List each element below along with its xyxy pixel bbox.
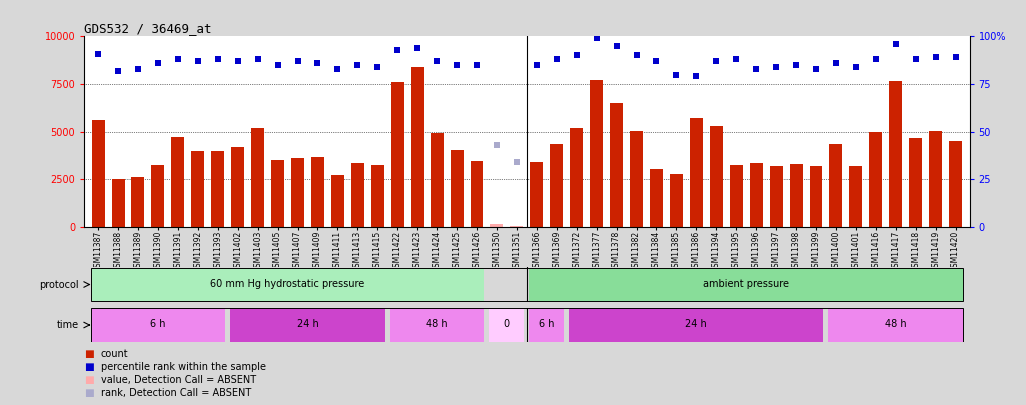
Bar [710,126,722,227]
Bar [729,165,743,227]
Text: 24 h: 24 h [685,319,707,329]
Bar [790,164,802,227]
Bar [112,179,124,227]
Text: 24 h: 24 h [297,319,318,329]
Bar [410,67,424,227]
Text: 6 h: 6 h [150,319,165,329]
Text: 0: 0 [504,319,510,329]
Text: 6 h: 6 h [539,319,554,329]
Bar [670,173,683,227]
Text: ■: ■ [84,362,94,372]
Bar [490,224,504,227]
Text: GDS532 / 36469_at: GDS532 / 36469_at [84,22,211,35]
Text: ambient pressure: ambient pressure [703,279,789,289]
Bar [351,163,364,227]
Bar [311,157,324,227]
Text: percentile rank within the sample: percentile rank within the sample [101,362,266,372]
Bar [770,166,783,227]
Bar [829,144,842,227]
Text: rank, Detection Call = ABSENT: rank, Detection Call = ABSENT [101,388,250,398]
Bar [590,80,603,227]
Bar [171,137,185,227]
Bar [391,82,403,227]
Bar [251,128,264,227]
Bar [211,151,225,227]
Text: 60 mm Hg hydrostatic pressure: 60 mm Hg hydrostatic pressure [210,279,364,289]
Text: 48 h: 48 h [426,319,448,329]
Bar [850,166,863,227]
Bar [949,141,962,227]
Bar [630,131,643,227]
Text: value, Detection Call = ABSENT: value, Detection Call = ABSENT [101,375,255,385]
Bar [550,144,563,227]
Bar [530,162,544,227]
Bar [610,103,623,227]
Bar [471,161,483,227]
Bar [231,147,244,227]
Bar [131,177,145,227]
Bar [90,309,226,341]
Text: time: time [56,320,79,330]
Bar [152,165,164,227]
Text: 48 h: 48 h [885,319,907,329]
Bar [529,309,564,341]
Bar [431,132,443,227]
Bar [370,165,384,227]
Text: ■: ■ [84,375,94,385]
Bar [689,118,703,227]
Text: count: count [101,350,128,359]
Bar [331,175,344,227]
Bar [529,268,963,301]
Bar [890,81,902,227]
Text: ■: ■ [84,388,94,398]
Bar [390,309,484,341]
Bar [489,309,524,341]
Bar [569,309,824,341]
Bar [750,163,762,227]
Bar [869,132,882,227]
Bar [90,268,484,301]
Bar [930,131,942,227]
Text: ■: ■ [84,350,94,359]
Bar [510,226,523,227]
Bar [810,166,823,227]
Bar [450,150,464,227]
Bar [909,138,922,227]
Bar [650,169,663,227]
Bar [828,309,963,341]
Bar [570,128,583,227]
Bar [271,160,284,227]
Text: protocol: protocol [39,279,79,290]
Bar [191,151,204,227]
Bar [91,120,105,227]
Bar [230,309,385,341]
Bar [291,158,304,227]
